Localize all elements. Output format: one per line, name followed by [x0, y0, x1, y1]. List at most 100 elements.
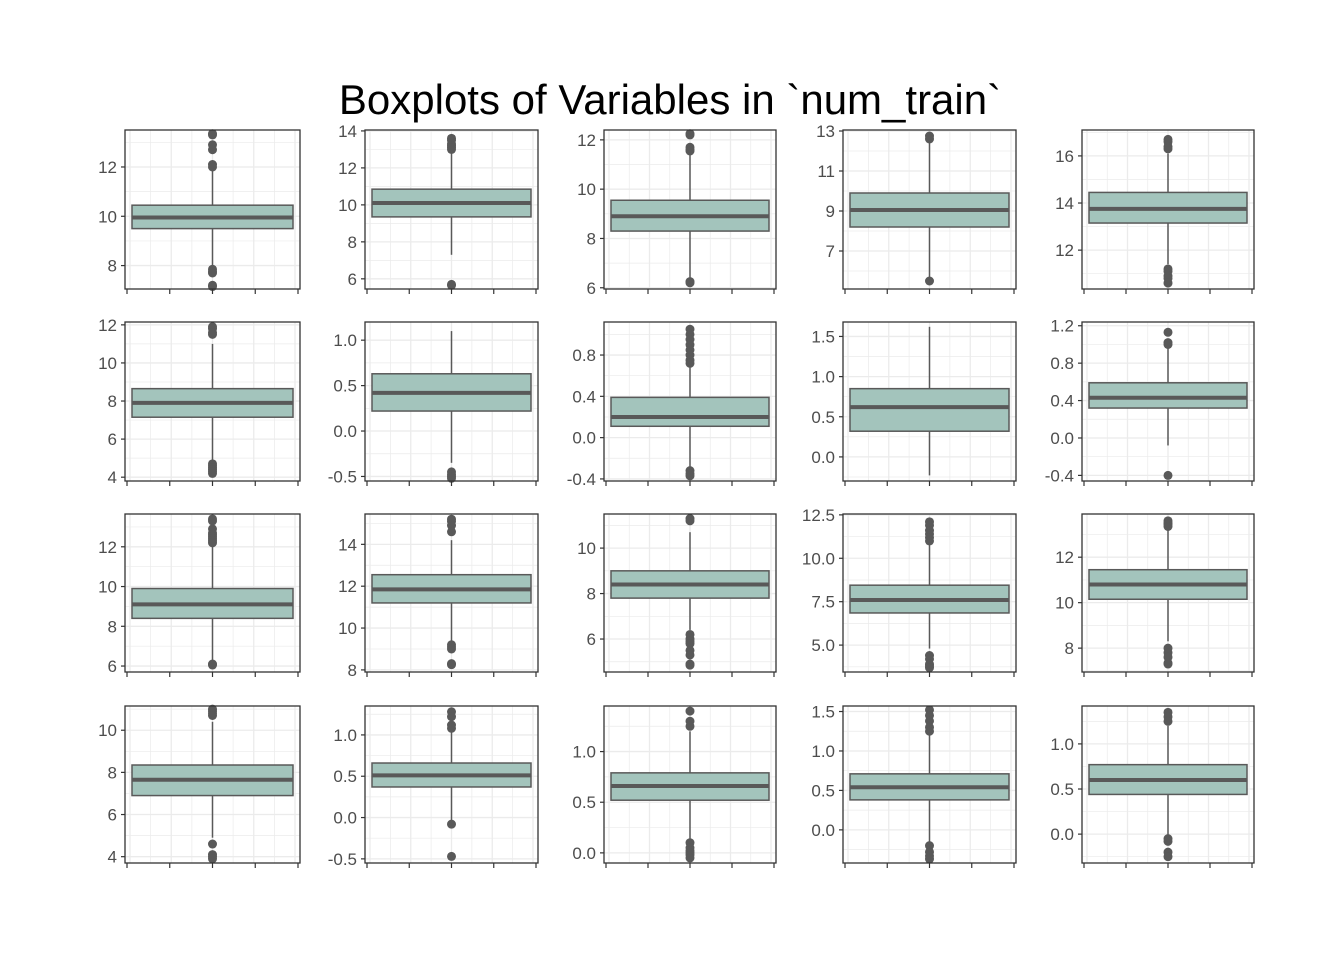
boxplot-panel-7: -0.5 0.0 0.5 1.0	[328, 321, 539, 486]
boxplot-panel-5: 12 14 16	[1055, 129, 1255, 294]
outlier-point	[685, 278, 695, 288]
boxplot-panel-4: 7 9 11 13	[816, 122, 1017, 294]
y-tick-label: 0.0	[572, 429, 596, 448]
y-tick-label: -0.5	[328, 850, 357, 869]
outlier-point	[208, 268, 217, 278]
boxplot-panel-1: 8 10 12	[98, 129, 301, 294]
y-tick-label: -0.4	[567, 470, 596, 489]
y-tick-label: 8	[1065, 639, 1074, 658]
outlier-point	[925, 726, 934, 736]
outlier-point	[685, 146, 695, 156]
panels-group: 8 10 12 6 8 10 12 14 6 8 10 12 7 9 11 13 12 14 16 4 6 8 10 12 -0…	[98, 122, 1255, 869]
y-tick-label: 10	[338, 196, 357, 215]
y-tick-label: 10	[338, 619, 357, 638]
box-iqr	[1088, 382, 1248, 409]
outlier-point	[1163, 278, 1173, 288]
y-tick-label: 0.0	[811, 821, 835, 840]
outlier-point	[925, 134, 934, 144]
outlier-point	[208, 538, 217, 548]
boxplot-panel-15: 8 10 12	[1055, 513, 1255, 677]
outlier-point	[447, 851, 456, 861]
y-tick-label: 14	[338, 535, 357, 554]
y-tick-label: 6	[108, 806, 117, 825]
outlier-point	[685, 853, 695, 863]
outlier-point	[447, 527, 456, 537]
outlier-point	[685, 130, 695, 140]
outlier-point	[1163, 852, 1173, 862]
y-tick-label: 1.0	[1050, 735, 1074, 754]
y-tick-label: 12	[1055, 548, 1074, 567]
y-tick-label: 12	[98, 538, 117, 557]
outlier-point	[685, 706, 695, 716]
y-tick-label: 1.5	[811, 327, 835, 346]
outlier-point	[685, 721, 695, 731]
boxplot-panel-11: 6 8 10 12	[98, 513, 301, 677]
y-tick-label: 12	[98, 158, 117, 177]
y-tick-label: 10	[577, 180, 596, 199]
y-tick-label: 14	[338, 122, 357, 141]
outlier-point	[925, 716, 934, 726]
outlier-point	[208, 468, 217, 478]
y-tick-label: 11	[817, 162, 835, 181]
outlier-point	[208, 854, 217, 864]
y-tick-label: 6	[108, 657, 117, 676]
y-tick-label: 5.0	[811, 636, 835, 655]
y-tick-label: 12	[1055, 241, 1074, 260]
y-tick-label: 10	[98, 578, 117, 597]
outlier-point	[208, 839, 217, 849]
y-tick-label: 1.0	[811, 742, 835, 761]
y-tick-label: 7	[826, 242, 835, 261]
y-tick-label: 8	[108, 392, 117, 411]
y-tick-label: 10	[1055, 594, 1074, 613]
y-tick-label: 10	[98, 207, 117, 226]
boxplot-panel-20: 0.0 0.5 1.0	[1050, 705, 1255, 868]
y-tick-label: 8	[348, 661, 357, 680]
outlier-point	[685, 471, 695, 481]
outlier-point	[447, 521, 456, 531]
outlier-point	[447, 280, 456, 290]
boxplot-panel-2: 6 8 10 12 14	[338, 122, 539, 294]
outlier-point	[447, 660, 456, 670]
boxplot-panel-19: 0.0 0.5 1.0 1.5	[811, 703, 1017, 868]
outlier-point	[925, 841, 934, 851]
boxplot-panel-16: 4 6 8 10	[98, 704, 301, 868]
boxplot-panel-3: 6 8 10 12	[577, 129, 777, 298]
y-tick-label: 10	[98, 354, 117, 373]
y-tick-label: 6	[587, 279, 596, 298]
outlier-point	[447, 644, 456, 654]
outlier-point	[208, 145, 217, 155]
y-tick-label: 12	[577, 131, 596, 150]
outlier-point	[685, 516, 695, 526]
y-tick-label: 12.5	[802, 506, 835, 525]
outlier-point	[1163, 339, 1173, 349]
y-tick-label: 0.0	[333, 809, 357, 828]
y-tick-label: 1.0	[333, 726, 357, 745]
boxplot-panel-14: 5.0 7.5 10.0 12.5	[802, 506, 1017, 677]
box-iqr	[849, 387, 1010, 432]
y-tick-label: 0.5	[1050, 780, 1074, 799]
y-tick-label: 0.4	[572, 387, 596, 406]
outlier-point	[1163, 470, 1173, 480]
y-tick-label: 13	[816, 122, 835, 141]
y-tick-label: 0.8	[1050, 354, 1074, 373]
y-tick-label: 10.0	[802, 549, 835, 568]
y-tick-label: 9	[826, 202, 835, 221]
y-tick-label: 10	[98, 721, 117, 740]
boxplot-panel-18: 0.0 0.5 1.0	[572, 705, 777, 868]
y-tick-label: 6	[348, 270, 357, 289]
y-tick-label: 0.0	[811, 448, 835, 467]
y-tick-label: 8	[108, 763, 117, 782]
y-tick-label: 0.0	[1050, 429, 1074, 448]
y-tick-label: 8	[587, 585, 596, 604]
outlier-point	[925, 536, 934, 546]
chart-title: Boxplots of Variables in `num_train`	[339, 76, 1001, 123]
y-tick-label: 12	[338, 577, 357, 596]
y-tick-label: 8	[348, 233, 357, 252]
y-tick-label: 1.2	[1050, 317, 1074, 336]
boxplot-panel-6: 4 6 8 10 12	[98, 316, 301, 487]
y-tick-label: 7.5	[811, 593, 835, 612]
y-tick-label: 1.0	[811, 368, 835, 387]
boxplot-panel-9: 0.0 0.5 1.0 1.5	[811, 321, 1017, 486]
outlier-point	[685, 650, 695, 660]
